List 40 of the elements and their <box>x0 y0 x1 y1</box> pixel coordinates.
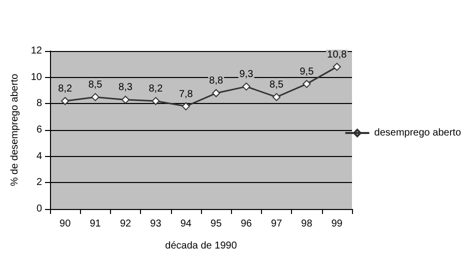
data-label: 8,5 <box>270 80 284 91</box>
x-tick-label: 99 <box>331 218 343 230</box>
data-label: 7,8 <box>178 88 194 100</box>
data-label: 8,8 <box>209 76 224 87</box>
x-tick-label: 90 <box>60 218 72 230</box>
y-axis-title: % de desemprego aberto <box>9 73 20 186</box>
x-tick-label: 94 <box>180 218 192 230</box>
point <box>91 93 100 102</box>
data-label: 8,5 <box>88 80 103 91</box>
point <box>272 93 280 102</box>
data-label: 9,3 <box>239 69 254 80</box>
data-label: 8,2 <box>58 84 72 95</box>
data-label: 9,5 <box>300 66 314 78</box>
data-label: 8,3 <box>118 82 133 94</box>
y-tick-label: 6 <box>36 124 42 136</box>
point <box>302 80 311 88</box>
x-tick-label: 97 <box>270 218 282 230</box>
legend-label: desemprego aberto <box>374 128 462 138</box>
x-tick-label: 91 <box>90 218 102 230</box>
data-label: 8,2 <box>148 84 164 95</box>
x-tick-label: 96 <box>240 218 252 230</box>
x-tick-label: 98 <box>301 218 313 230</box>
x-tick-label: 95 <box>210 218 222 230</box>
y-tick-label: 4 <box>36 150 42 162</box>
y-tick-label: 12 <box>30 46 42 56</box>
y-tick-label: 0 <box>36 204 42 214</box>
x-axis-title: década de 1990 <box>165 240 238 252</box>
point <box>61 97 70 106</box>
x-tick-label: 92 <box>120 218 132 230</box>
y-tick-label: 10 <box>30 72 42 83</box>
point <box>212 89 220 98</box>
y-tick-label: 2 <box>36 177 42 188</box>
point <box>122 96 130 104</box>
y-tick-label: 8 <box>36 98 42 110</box>
point <box>332 62 341 71</box>
point <box>152 97 160 106</box>
x-tick-label: 93 <box>150 218 162 230</box>
point <box>242 82 250 91</box>
data-label: 10,8 <box>327 49 348 60</box>
point <box>182 102 190 110</box>
